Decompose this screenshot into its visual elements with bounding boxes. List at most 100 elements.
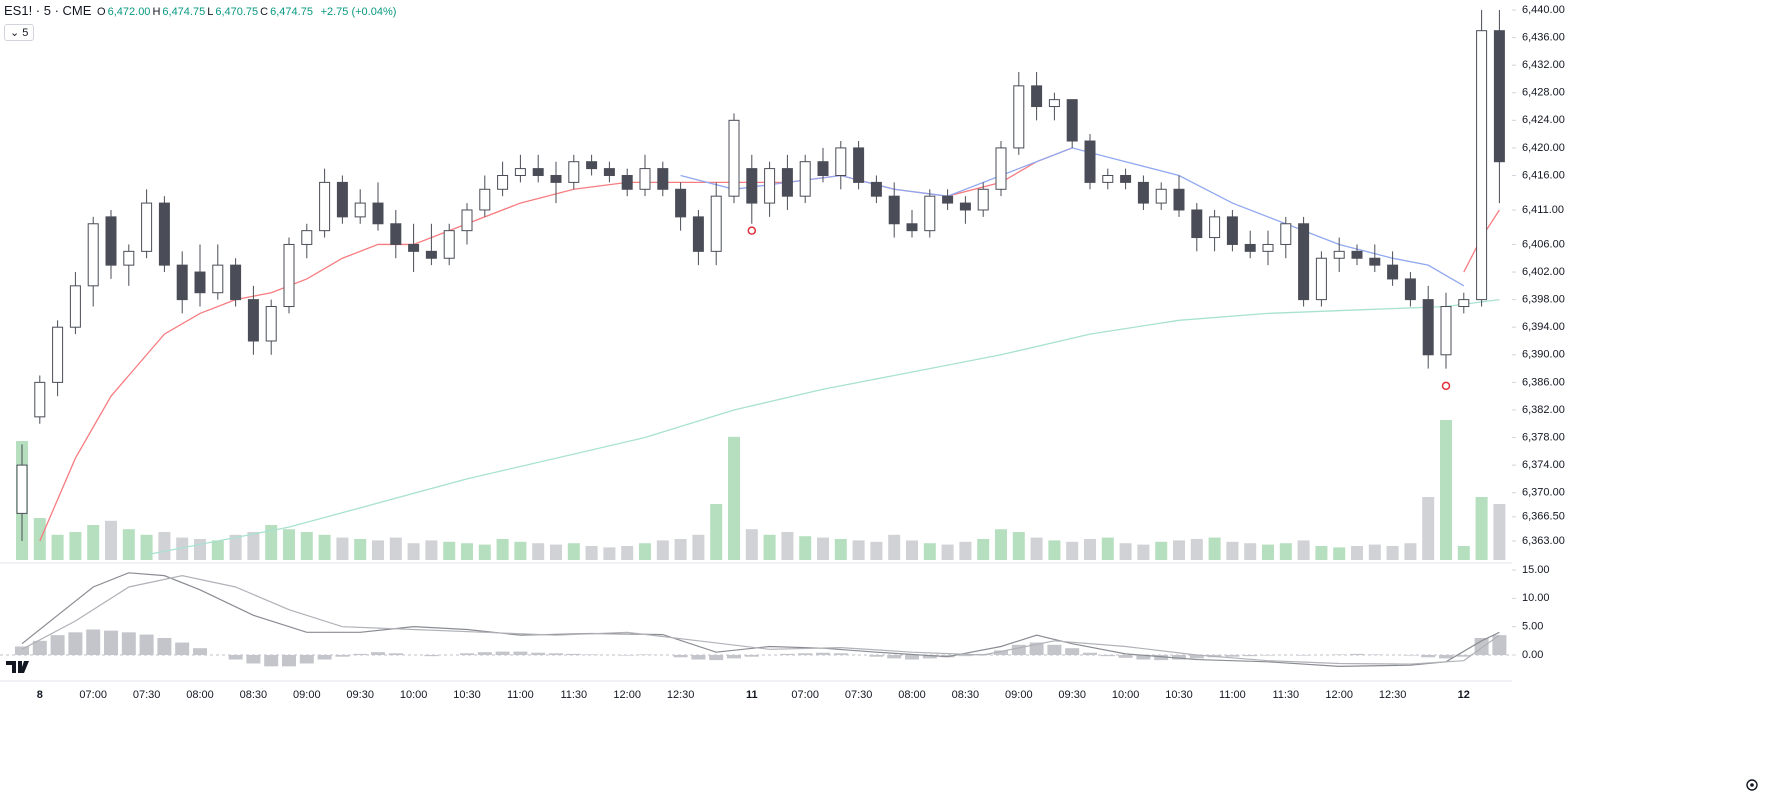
candle-body	[461, 209, 473, 232]
macd-histogram-bar	[424, 655, 439, 657]
candle-body	[497, 174, 509, 190]
candle-body	[1280, 223, 1292, 245]
macd-histogram-bar	[460, 653, 474, 656]
candle-body	[657, 168, 669, 190]
indicator-line	[21, 575, 1500, 665]
x-tick-label: 07:30	[133, 689, 161, 701]
volume-bar	[1084, 539, 1096, 560]
x-tick-label: 08:00	[898, 689, 926, 701]
volume-bar	[372, 540, 384, 560]
logo[interactable]	[6, 661, 29, 673]
candle-body	[1298, 223, 1310, 301]
indicator-line	[146, 298, 1500, 556]
y-tick-label: 6,436.00	[1522, 31, 1565, 43]
macd-histogram-bar	[958, 655, 973, 657]
candle-body	[1493, 30, 1505, 163]
macd-histogram-bar	[1154, 655, 1169, 661]
candle-body	[87, 223, 99, 287]
ohlc-label: O	[97, 6, 106, 18]
candle-body	[1120, 174, 1132, 183]
candle-body	[69, 285, 81, 328]
volume-bar	[1119, 543, 1132, 560]
symbol[interactable]: ES1! · 5 · CME	[4, 3, 92, 18]
candle-body	[924, 195, 936, 232]
candle-body	[870, 181, 882, 197]
x-tick-label: 08:00	[186, 689, 214, 701]
candle-body	[123, 250, 135, 266]
candle-body	[639, 168, 651, 190]
x-tick-label: 09:00	[293, 689, 321, 701]
macd-histogram-bar	[32, 640, 47, 656]
candle-body	[1244, 243, 1256, 252]
macd-histogram-bar	[833, 653, 848, 656]
x-tick-label: 10:30	[1165, 689, 1193, 701]
signal-marker	[1441, 381, 1451, 391]
volume-bar	[567, 543, 580, 560]
candle-body	[568, 161, 580, 183]
candle-body	[586, 161, 598, 170]
candle-body	[1191, 209, 1203, 239]
macd-histogram-bar	[1403, 655, 1418, 656]
macd-histogram-bar	[1100, 655, 1115, 657]
candle-body	[550, 174, 562, 183]
macd-histogram-bar	[1332, 654, 1347, 656]
volume-bar	[194, 539, 206, 560]
candle-body	[158, 202, 170, 266]
volume-bar	[1386, 546, 1399, 560]
candle-body	[212, 264, 224, 294]
volume-bar	[1475, 497, 1488, 560]
macd-histogram-bar	[1439, 655, 1453, 659]
volume-bar	[389, 537, 402, 560]
macd-histogram-bar	[353, 653, 368, 656]
ohlc-label: H	[152, 6, 161, 18]
candle-body	[301, 230, 313, 245]
volume-bar	[265, 525, 278, 560]
candle-body	[1440, 306, 1452, 356]
y-tick-label: 6,378.00	[1522, 431, 1565, 443]
macd-histogram-bar	[50, 635, 65, 656]
volume-bar	[1262, 544, 1274, 560]
volume-bar	[941, 544, 954, 560]
candle-body	[621, 174, 633, 190]
volume-bar	[1173, 540, 1185, 560]
candle-body	[995, 147, 1007, 190]
volume-bar	[496, 539, 509, 560]
volume-bar	[1048, 540, 1061, 560]
macd-histogram-bar	[175, 642, 190, 656]
volume-bar	[247, 532, 260, 560]
macd-histogram-bar	[86, 629, 101, 656]
x-tick-label: 11:30	[1272, 689, 1299, 701]
y-tick-label: 6,432.00	[1522, 59, 1565, 71]
interval: 5	[22, 27, 29, 39]
x-tick-label: 11:00	[1219, 689, 1246, 701]
macd-histogram-bar	[1011, 644, 1026, 656]
settings-icon[interactable]	[1746, 779, 1758, 791]
macd-histogram-bar	[477, 652, 492, 656]
interval-button[interactable]: ⌄ 5	[4, 24, 35, 41]
macd-histogram-bar	[869, 655, 884, 657]
volume-bar	[763, 534, 776, 560]
indicator-line	[680, 147, 1465, 287]
x-tick-label: 08:30	[952, 689, 980, 701]
volume-bar	[656, 540, 669, 560]
indicator-line	[39, 147, 1073, 542]
volume-bar	[1404, 543, 1417, 560]
volume-bar	[1208, 537, 1221, 560]
ohlc-value: 6,470.75	[215, 6, 259, 18]
candle-body	[1048, 99, 1060, 108]
macd-y-tick-label: 0.00	[1522, 649, 1543, 661]
volume-bar	[995, 529, 1007, 560]
volume-bar	[425, 540, 438, 560]
macd-histogram-bar	[1350, 653, 1364, 656]
volume-bar	[906, 540, 918, 560]
x-tick-label: 07:30	[845, 689, 873, 701]
x-tick-label: 10:00	[400, 689, 428, 701]
macd-histogram-bar	[1136, 655, 1151, 660]
candle-body	[942, 195, 954, 204]
volume-bar	[105, 520, 117, 560]
candle-body	[34, 381, 46, 418]
volume-bar	[532, 543, 545, 560]
candle-body	[781, 168, 793, 197]
x-tick-label: 8	[37, 689, 43, 701]
x-tick-label: 11:00	[507, 689, 534, 701]
